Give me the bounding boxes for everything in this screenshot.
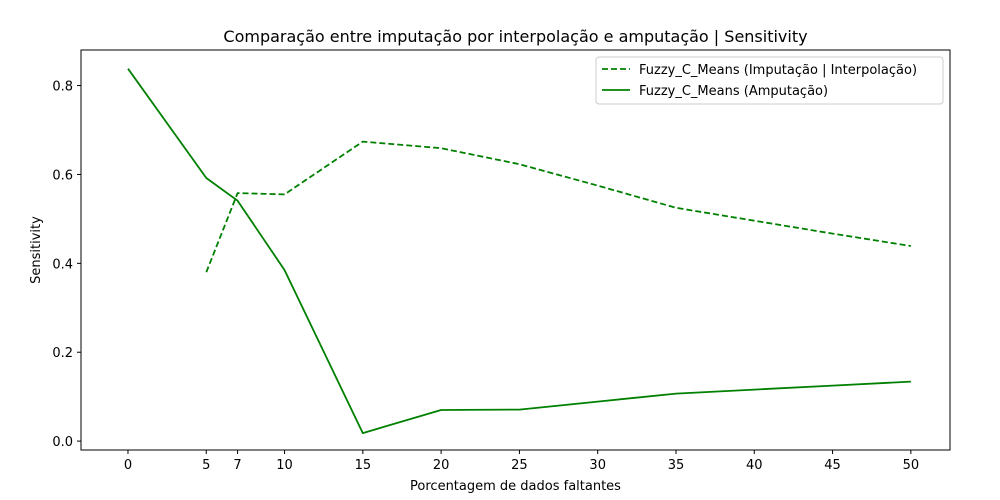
x-tick-label: 10 [276,458,293,473]
x-tick-label: 25 [511,458,528,473]
x-tick-label: 20 [433,458,450,473]
x-tick-label: 30 [589,458,606,473]
series-line-0 [205,140,912,273]
legend-label-0: Fuzzy_C_Means (Imputação | Interpolação) [639,63,917,78]
y-tick-label: 0.2 [52,346,73,361]
x-tick-label: 40 [746,458,763,473]
x-tick-label: 50 [903,458,920,473]
legend-box [595,56,944,105]
x-tick-label: 7 [233,458,241,473]
y-axis-title: Sensitivity [29,216,44,284]
x-tick-label: 0 [124,458,132,473]
legend-label-1: Fuzzy_C_Means (Amputação) [639,84,828,99]
y-tick-label: 0.8 [52,80,73,95]
x-tick-label: 35 [668,458,685,473]
x-tick-label: 5 [202,458,210,473]
plot-frame [80,49,951,451]
chart-title: Comparação entre imputação por interpola… [223,27,807,46]
y-tick-label: 0.6 [52,168,73,183]
y-tick-label: 0.4 [52,257,73,272]
x-tick-label: 45 [824,458,841,473]
plot-area [127,68,912,435]
x-axis-title: Porcentagem de dados faltantes [410,479,621,494]
axes: 0 5 7 10 15 20 25 30 35 40 45 50 0.0 0.2 0.4 0.6 0.8 [52,80,919,473]
legend: Fuzzy_C_Means (Imputação | Interpolação)… [595,56,944,105]
series-line-1 [127,68,911,435]
y-tick-label: 0.0 [52,435,73,450]
x-tick-label: 15 [355,458,372,473]
